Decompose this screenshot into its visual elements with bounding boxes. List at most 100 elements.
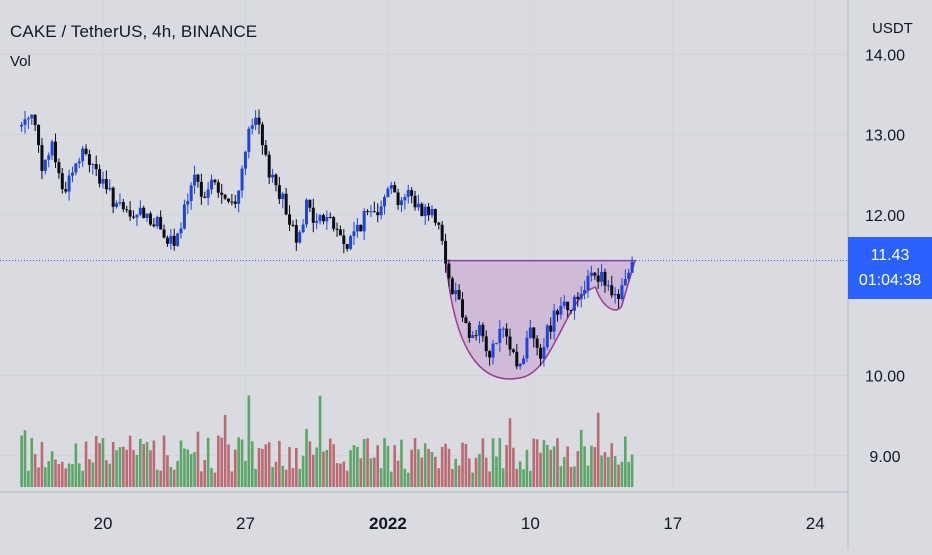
candle-body [84,148,88,155]
candle-body [325,216,329,222]
volume-bar [423,443,427,487]
candle-body [315,221,319,223]
chart-title[interactable]: CAKE / TetherUS, 4h, BINANCE [10,22,258,41]
volume-label[interactable]: Vol [10,53,31,70]
volume-bar [515,468,519,487]
time-tick-label: 2022 [369,514,407,533]
candle-body [186,201,190,205]
volume-bar [484,457,488,487]
candle-body [220,192,224,195]
volume-bar [322,451,325,487]
volume-bar [373,457,376,487]
volume-bar [210,468,213,487]
volume-bar [213,472,217,487]
volume-bar [50,451,54,487]
candle-body [342,235,346,245]
time-tick-label: 17 [663,514,682,533]
volume-bar [155,469,159,487]
time-axis[interactable]: 20 27 2022 10 17 24 [94,514,825,533]
candle-body [593,272,597,276]
time-tick-label: 10 [521,514,540,533]
volume-bar [539,452,542,487]
candle-body [210,179,214,190]
candle-body [433,208,437,223]
volume-bar [491,438,495,487]
volume-bar [139,438,142,487]
volume-bar [369,458,373,487]
candle-body [26,118,30,120]
price-axis[interactable]: 14.00 13.00 12.00 10.00 9.00 [865,47,905,466]
volume-bar [396,460,400,487]
candle-body [328,216,332,218]
volume-bar [542,440,546,487]
candle-body [277,185,281,200]
candle-body [298,232,302,243]
candle-body [454,290,458,295]
volume-bar [254,468,257,487]
volume-bar [362,439,366,487]
volume-bar [525,449,529,487]
volume-bar [518,461,522,487]
volume-bar [115,450,118,487]
volume-bar [339,463,342,487]
candle-body [60,173,64,190]
volume-bar [535,439,539,487]
candle-body [450,278,454,295]
candle-body [471,335,475,338]
candle-body [30,114,34,119]
volume-bar [20,435,23,487]
candle-body [352,231,356,237]
volume-bar [440,446,444,487]
candle-body [172,235,176,246]
volume-bar [237,437,240,487]
volume-bar [627,461,631,487]
volume-bar [311,454,315,487]
candle-body [366,210,370,213]
candle-body [271,174,275,178]
candle-body [477,324,481,336]
candle-body [423,206,427,217]
candle-body [74,163,78,173]
volume-bar [23,430,27,487]
candle-body [308,199,312,208]
volume-bar [454,458,458,487]
candle-body [576,296,580,299]
candle-body [43,159,47,171]
time-tick-label: 20 [94,514,113,533]
candle-body [579,293,583,299]
candle-body [301,224,305,233]
candle-body [413,195,417,208]
candle-body [189,185,193,202]
candle-body [416,203,420,208]
volume-bar [335,463,339,487]
candle-body [162,229,166,238]
candle-body [64,189,68,192]
candle-body [444,240,448,264]
volume-bar [166,455,169,487]
candle-body [623,279,627,286]
candle-body [260,124,264,146]
volume-bar [630,454,634,487]
candle-body [243,151,247,169]
volume-bar [162,435,166,487]
candle-body [511,349,515,352]
volume-bar [379,468,383,487]
candle-body [461,299,465,318]
candle-body [176,233,180,246]
volume-bar [196,431,200,487]
volume-bar [352,445,356,487]
candle-body [169,235,173,244]
volume-bar [308,441,312,487]
candle-body [630,261,634,273]
volume-bar [478,453,481,487]
volume-bar [30,437,34,487]
volume-bar [81,470,84,487]
candle-body [284,193,288,215]
candle-body [481,324,485,337]
volume-bar [603,452,607,487]
volume-bar [101,438,105,487]
volume-bar [590,445,593,487]
volume-bar [77,463,81,487]
